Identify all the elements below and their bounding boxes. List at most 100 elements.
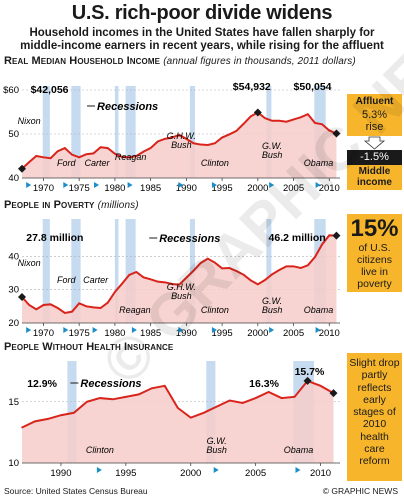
highlight-marker bbox=[332, 231, 341, 240]
data-point bbox=[142, 276, 145, 279]
highlight-marker bbox=[18, 164, 26, 173]
data-point bbox=[228, 133, 231, 136]
health-side-box: Slight drop partly reflects early stages… bbox=[347, 353, 402, 481]
x-tick-label: 1980 bbox=[104, 328, 125, 339]
x-tick-label: 1995 bbox=[212, 183, 233, 194]
x-tick-label: 1970 bbox=[33, 328, 54, 339]
term-marker-icon bbox=[269, 327, 275, 333]
x-tick-label: 2010 bbox=[319, 183, 340, 194]
data-point bbox=[178, 283, 181, 286]
divide-arrows bbox=[347, 136, 402, 150]
series-area bbox=[22, 380, 334, 463]
highlight-marker bbox=[303, 376, 312, 385]
value-annotation: 46.2 million bbox=[269, 232, 326, 244]
recessions-label: Recessions bbox=[159, 233, 220, 245]
term-marker-icon bbox=[26, 327, 32, 333]
series-area bbox=[22, 112, 337, 178]
poverty-side-box: 15% of U.S. citizens live in poverty bbox=[347, 214, 402, 292]
data-point bbox=[192, 269, 195, 272]
term-marker-icon bbox=[315, 182, 321, 188]
data-point bbox=[319, 385, 322, 387]
term-marker-icon bbox=[315, 327, 321, 333]
middle-income-label: Middle income bbox=[347, 165, 402, 190]
x-tick-label: 1985 bbox=[140, 328, 161, 339]
data-point bbox=[307, 113, 309, 115]
data-point bbox=[176, 407, 179, 409]
highlight-marker bbox=[18, 293, 26, 301]
health-chart: 15 10 1990 1995 2000 2005 2010 Clinton G.W.Bush O… bbox=[8, 361, 340, 479]
recession-band bbox=[114, 219, 119, 323]
x-tick-label: 1995 bbox=[212, 328, 233, 339]
data-point bbox=[192, 142, 195, 145]
data-point bbox=[185, 138, 188, 140]
president-label: Bush bbox=[171, 140, 192, 150]
data-point bbox=[73, 411, 75, 414]
data-point bbox=[292, 118, 295, 121]
value-annotation: 15.7% bbox=[295, 366, 325, 378]
term-marker-icon bbox=[211, 182, 217, 188]
president-label: Bush bbox=[171, 291, 192, 301]
data-point bbox=[56, 150, 59, 152]
data-point bbox=[292, 265, 295, 268]
data-point bbox=[114, 291, 116, 293]
data-point bbox=[71, 310, 73, 313]
data-point bbox=[71, 153, 73, 156]
data-point bbox=[215, 405, 218, 408]
x-tick-label: 2000 bbox=[247, 183, 268, 194]
data-point bbox=[235, 130, 238, 132]
recession-band bbox=[125, 86, 136, 178]
x-tick-label: 2005 bbox=[283, 328, 304, 339]
president-label: G.W. bbox=[262, 141, 282, 151]
term-marker-icon bbox=[127, 182, 133, 188]
data-point bbox=[35, 308, 38, 311]
data-point bbox=[254, 397, 257, 399]
data-point bbox=[21, 426, 23, 429]
data-point bbox=[28, 304, 30, 306]
data-point bbox=[138, 393, 140, 396]
recession-band bbox=[114, 86, 119, 178]
poverty-note: (millions) bbox=[97, 200, 139, 211]
y-tick-label: $60 bbox=[3, 85, 19, 96]
data-point bbox=[99, 146, 102, 148]
term-marker-icon bbox=[178, 327, 184, 333]
x-tick-label: 2005 bbox=[283, 183, 304, 194]
recession-band bbox=[71, 86, 81, 178]
x-tick-label: 1975 bbox=[69, 328, 90, 339]
data-point bbox=[99, 307, 102, 309]
president-label: Nixon bbox=[18, 116, 41, 126]
data-point bbox=[328, 129, 331, 132]
data-point bbox=[242, 123, 245, 125]
y-tick-label: 20 bbox=[8, 318, 19, 329]
president-label: Ford bbox=[57, 275, 77, 285]
data-point bbox=[280, 397, 283, 399]
data-point bbox=[171, 283, 173, 285]
data-point bbox=[149, 147, 152, 149]
x-tick-label: 1990 bbox=[176, 328, 197, 339]
data-point bbox=[278, 269, 281, 271]
y-tick-label: 50 bbox=[8, 129, 19, 140]
term-marker-icon bbox=[26, 182, 32, 188]
data-point bbox=[299, 267, 302, 269]
highlight-marker bbox=[332, 129, 341, 138]
data-point bbox=[35, 155, 38, 157]
data-point bbox=[249, 115, 252, 118]
income-side-box: Affluent 5.3% rise -1.5% Middle income bbox=[347, 94, 402, 190]
health-title-text: People Without Health Insurance bbox=[4, 341, 174, 353]
y-tick-label: 40 bbox=[8, 251, 19, 262]
series-area bbox=[22, 235, 337, 323]
page-subtitle: Household incomes in the United States h… bbox=[20, 27, 384, 52]
president-label: Carter bbox=[83, 275, 109, 285]
data-point bbox=[228, 267, 231, 269]
recession-band bbox=[189, 86, 195, 178]
x-tick-label: 1990 bbox=[176, 183, 197, 194]
data-point bbox=[92, 306, 95, 309]
data-point bbox=[114, 153, 116, 155]
president-label: G.H.W. bbox=[167, 282, 196, 292]
recession-band bbox=[42, 219, 50, 323]
income-title: Real Median Household Income (annual fig… bbox=[4, 55, 356, 67]
data-point bbox=[64, 312, 66, 314]
poverty-title: People in Poverty (millions) bbox=[4, 199, 139, 211]
data-point bbox=[278, 120, 281, 122]
data-point bbox=[163, 385, 166, 387]
data-point bbox=[185, 276, 188, 279]
